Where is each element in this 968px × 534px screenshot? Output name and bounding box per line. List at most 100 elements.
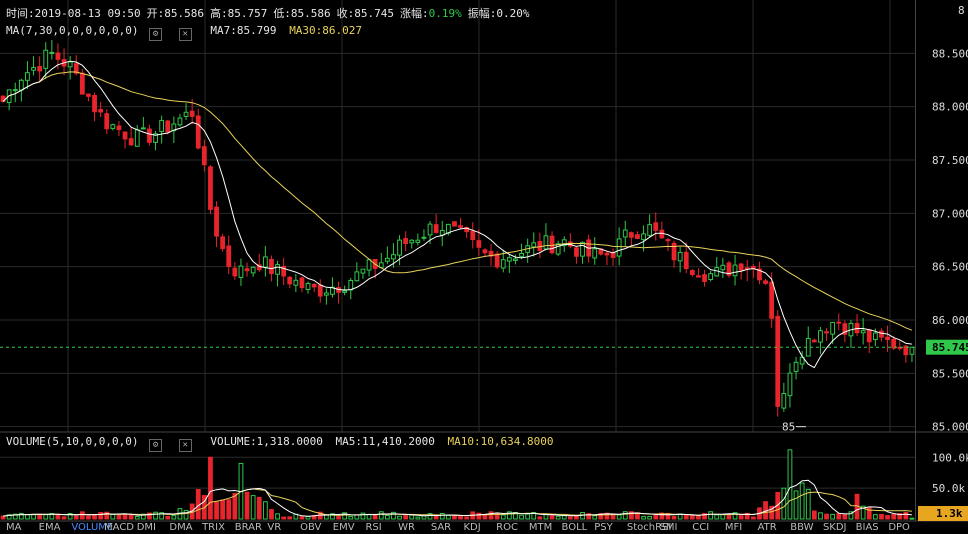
candle[interactable] xyxy=(421,229,427,241)
candle[interactable] xyxy=(513,254,518,265)
candle[interactable] xyxy=(824,327,829,341)
candle[interactable] xyxy=(293,273,299,293)
volume-bar[interactable] xyxy=(799,482,805,520)
candle[interactable] xyxy=(909,346,915,363)
tab-bbw[interactable]: BBW xyxy=(790,522,814,533)
candle[interactable] xyxy=(750,264,756,278)
volume-bar[interactable] xyxy=(903,512,909,520)
tab-dma[interactable]: DMA xyxy=(169,522,193,533)
candle[interactable] xyxy=(488,243,494,266)
candle[interactable] xyxy=(775,309,781,417)
volume-bar[interactable] xyxy=(586,513,592,520)
volume-bar[interactable] xyxy=(128,514,134,520)
candle[interactable] xyxy=(647,214,653,238)
candle[interactable] xyxy=(702,270,707,287)
candle[interactable] xyxy=(696,268,701,278)
volume-bar[interactable] xyxy=(775,491,781,520)
volume-bar[interactable] xyxy=(555,515,561,520)
volume-bar[interactable] xyxy=(287,516,293,520)
volume-bar[interactable] xyxy=(750,516,756,520)
volume-bar[interactable] xyxy=(714,514,720,520)
candles[interactable] xyxy=(0,39,915,417)
volume-bar[interactable] xyxy=(214,501,219,520)
candle[interactable] xyxy=(12,82,18,103)
tab-sar[interactable]: SAR xyxy=(430,522,452,533)
volume-bar[interactable] xyxy=(354,514,360,520)
candle[interactable] xyxy=(793,356,799,380)
candle[interactable] xyxy=(671,240,677,268)
candle[interactable] xyxy=(531,232,537,257)
candle[interactable] xyxy=(433,213,439,234)
volume-bar[interactable] xyxy=(122,514,128,520)
candle[interactable] xyxy=(122,131,128,149)
candle[interactable] xyxy=(366,259,372,277)
volume-bar[interactable] xyxy=(366,514,372,520)
volume-bar[interactable] xyxy=(98,512,104,520)
tab-brar[interactable]: BRAR xyxy=(234,522,262,533)
volume-bar[interactable] xyxy=(885,515,890,520)
volume-bar[interactable] xyxy=(872,514,878,520)
candle[interactable] xyxy=(104,109,110,135)
candle[interactable] xyxy=(238,258,244,286)
candle[interactable] xyxy=(885,325,890,352)
candle[interactable] xyxy=(147,124,152,146)
volume-bars[interactable] xyxy=(0,449,915,520)
volume-bar[interactable] xyxy=(275,513,280,520)
volume-bar[interactable] xyxy=(897,513,903,520)
volume-bar[interactable] xyxy=(708,511,714,520)
tab-dpo[interactable]: DPO xyxy=(888,522,910,533)
volume-bar[interactable] xyxy=(0,515,6,520)
volume-bar[interactable] xyxy=(384,514,390,520)
candle[interactable] xyxy=(732,254,738,286)
volume-bar[interactable] xyxy=(61,516,67,520)
candle[interactable] xyxy=(641,225,646,252)
candle[interactable] xyxy=(506,253,512,273)
candle[interactable] xyxy=(787,363,793,408)
volume-bar[interactable] xyxy=(519,514,524,520)
candle[interactable] xyxy=(439,220,445,247)
candle[interactable] xyxy=(43,42,49,79)
tab-ma[interactable]: MA xyxy=(6,522,22,533)
volume-bar[interactable] xyxy=(787,449,793,520)
candle[interactable] xyxy=(214,201,219,248)
volume-bar[interactable] xyxy=(732,512,738,520)
volume-bar[interactable] xyxy=(427,513,433,520)
volume-bar[interactable] xyxy=(653,514,659,520)
candle[interactable] xyxy=(476,229,482,256)
volume-bar[interactable] xyxy=(409,514,415,520)
candle[interactable] xyxy=(86,93,91,102)
volume-bar[interactable] xyxy=(769,505,775,520)
settings-icon[interactable]: ⚙ xyxy=(149,28,163,41)
volume-bar[interactable] xyxy=(183,509,189,520)
tab-smi[interactable]: SMI xyxy=(659,522,678,533)
candle[interactable] xyxy=(897,340,903,351)
volume-bar[interactable] xyxy=(744,512,750,520)
volume-bar[interactable] xyxy=(208,456,213,520)
volume-bar[interactable] xyxy=(360,512,366,520)
volume-bar[interactable] xyxy=(452,515,457,520)
volume-bar[interactable] xyxy=(860,505,866,520)
candle[interactable] xyxy=(208,165,213,215)
volume-bar[interactable] xyxy=(104,511,110,520)
candle[interactable] xyxy=(281,257,287,286)
candle[interactable] xyxy=(67,55,73,80)
candle[interactable] xyxy=(689,269,695,277)
volume-bar[interactable] xyxy=(641,516,646,520)
candle[interactable] xyxy=(866,328,872,354)
volume-bar[interactable] xyxy=(372,514,378,520)
candle[interactable] xyxy=(879,328,884,342)
candle[interactable] xyxy=(232,262,238,280)
volume-bar[interactable] xyxy=(378,511,384,520)
volume-bar[interactable] xyxy=(805,488,811,520)
volume-bar[interactable] xyxy=(336,516,341,520)
volume-bar[interactable] xyxy=(18,512,24,520)
volume-bar[interactable] xyxy=(818,512,823,520)
candle[interactable] xyxy=(848,319,854,349)
tab-stochrsi[interactable]: StochRSI xyxy=(626,522,672,533)
candle[interactable] xyxy=(31,56,36,76)
candle[interactable] xyxy=(299,276,305,293)
candle[interactable] xyxy=(409,239,415,249)
volume-bar[interactable] xyxy=(348,516,354,520)
volume-bar[interactable] xyxy=(836,513,842,520)
candle[interactable] xyxy=(903,344,909,363)
